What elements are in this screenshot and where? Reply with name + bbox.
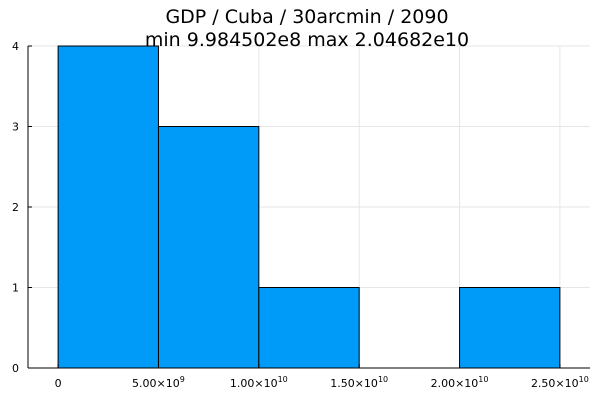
x-tick-label: 2.50×1010 [531, 375, 589, 390]
tick-labels: 0 1 2 3 4 0 5.00×109 1.00×1010 1.50×1010 2.00×101… [12, 40, 589, 390]
y-tick-label: 0 [12, 362, 19, 375]
y-tick-label: 3 [12, 121, 19, 134]
x-tick-label: 2.00×1010 [431, 375, 489, 390]
histogram-bar [57, 45, 159, 369]
histogram-bar [459, 287, 561, 369]
histogram-bars [57, 45, 561, 369]
histogram-bar [258, 287, 360, 369]
x-tick-label: 1.50×1010 [330, 375, 388, 390]
y-tick-label: 1 [12, 282, 19, 295]
axes [27, 45, 590, 369]
histogram-bar [157, 126, 260, 369]
y-tick-label: 4 [12, 40, 19, 53]
x-tick-label: 1.00×1010 [230, 375, 288, 390]
chart-title-line-1: GDP / Cuba / 30arcmin / 2090 [165, 6, 448, 28]
x-tick-label: 5.00×109 [132, 375, 185, 390]
y-tick-label: 2 [12, 201, 19, 214]
chart-title-line-2: min 9.984502e8 max 2.04682e10 [145, 29, 469, 51]
x-tick-label: 0 [55, 377, 62, 390]
